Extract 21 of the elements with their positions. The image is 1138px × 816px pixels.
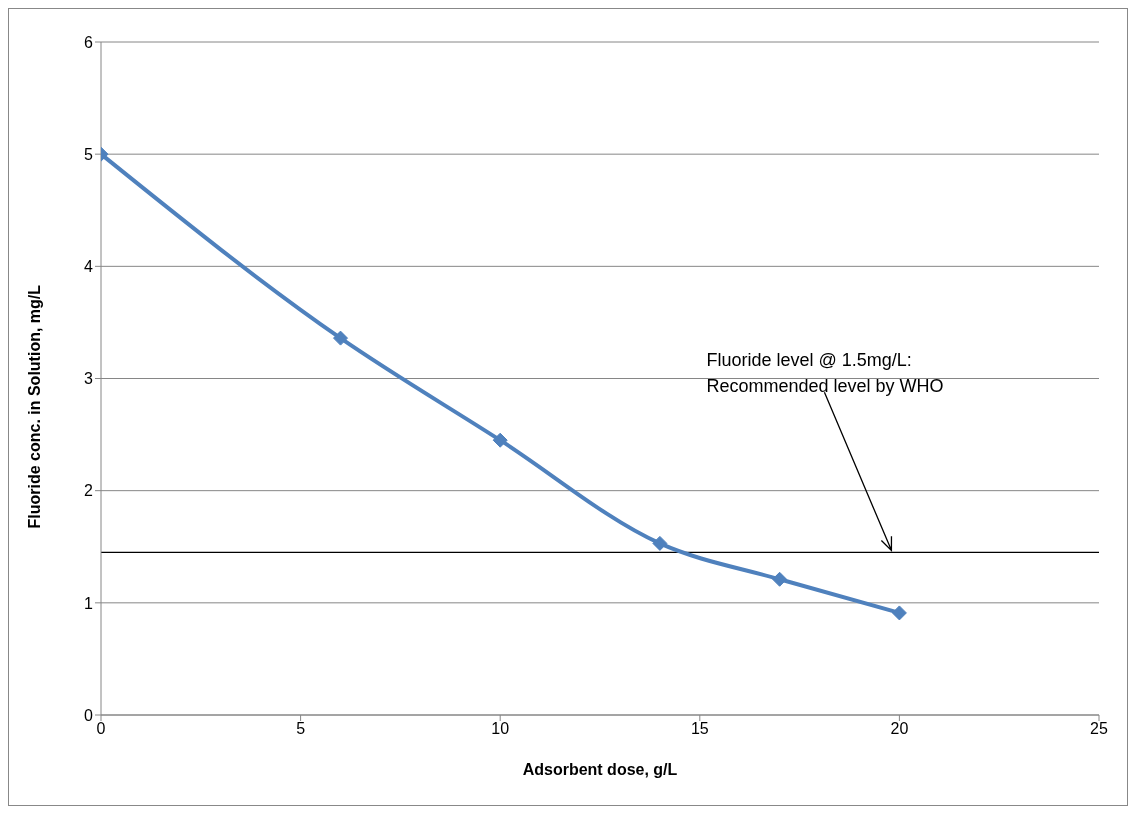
y-axis-title: Fluoride conc. in Solution, mg/L: [25, 284, 43, 529]
x-tick-label: 15: [690, 720, 709, 738]
point: [891, 605, 907, 621]
point: [492, 432, 508, 448]
x-axis-title: Adsorbent dose, g/L: [522, 761, 678, 778]
y-tick-label: 4: [84, 258, 94, 276]
point: [772, 571, 788, 587]
y-tick-label: 2: [84, 482, 94, 500]
y-tick-label: 3: [84, 370, 94, 388]
x-tick-label: 25: [1090, 720, 1108, 738]
x-tick-label: 10: [491, 720, 510, 738]
x-tick-label: 20: [890, 720, 909, 738]
point: [652, 535, 668, 551]
x-tick-label: 0: [96, 720, 106, 738]
y-tick-label: 5: [84, 145, 94, 163]
annotation: Fluoride level @ 1.5mg/L: Recommended level by WHO: [706, 349, 945, 399]
y-tick-label: 0: [84, 706, 94, 724]
y-tick-label: 6: [84, 33, 94, 51]
x-tick-label: 5: [296, 720, 306, 738]
point: [333, 330, 349, 346]
y-tick-label: 1: [84, 594, 94, 612]
